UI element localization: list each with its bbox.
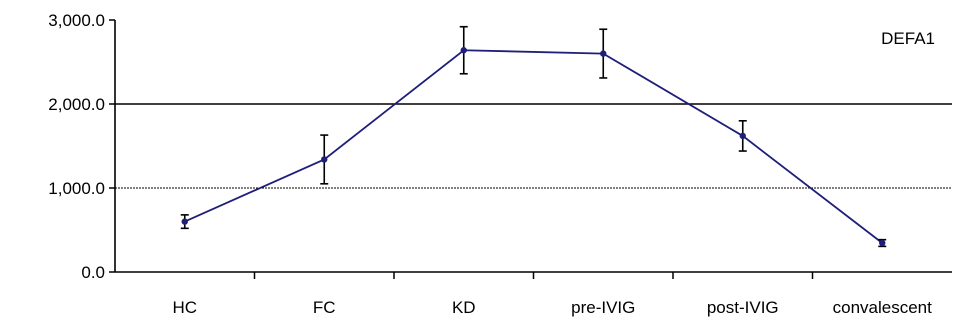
x-tick-label-HC: HC — [172, 298, 197, 317]
x-tick-label-KD: KD — [452, 298, 476, 317]
y-tick-label-1: 1,000.0 — [48, 179, 105, 198]
data-point-convalescent — [879, 239, 886, 247]
data-point-post-IVIG — [739, 132, 746, 140]
gridlines — [115, 103, 952, 189]
x-tick-label-FC: FC — [313, 298, 336, 317]
y-tick-label-3: 3,000.0 — [48, 11, 105, 30]
y-axis-tick-labels: 0.0 1,000.0 2,000.0 3,000.0 — [48, 11, 105, 282]
x-tick-label-convalescent: convalescent — [833, 298, 933, 317]
y-tick-label-2: 2,000.0 — [48, 95, 105, 114]
series-defa1 — [180, 25, 887, 248]
data-point-pre-IVIG — [600, 50, 607, 57]
data-point-HC — [181, 218, 188, 225]
y-tick-label-0: 0.0 — [81, 263, 105, 282]
data-point-FC — [321, 156, 328, 163]
x-tick-label-pre-IVIG: pre-IVIG — [571, 298, 635, 317]
x-axis-tick-labels: HC FC KD pre-IVIG post-IVIG convalescent — [172, 298, 932, 317]
x-tick-label-post-IVIG: post-IVIG — [707, 298, 779, 317]
data-point-KD — [460, 47, 467, 54]
axes — [109, 19, 952, 279]
series-line-defa1 — [184, 49, 883, 244]
legend-label: DEFA1 — [881, 29, 935, 48]
